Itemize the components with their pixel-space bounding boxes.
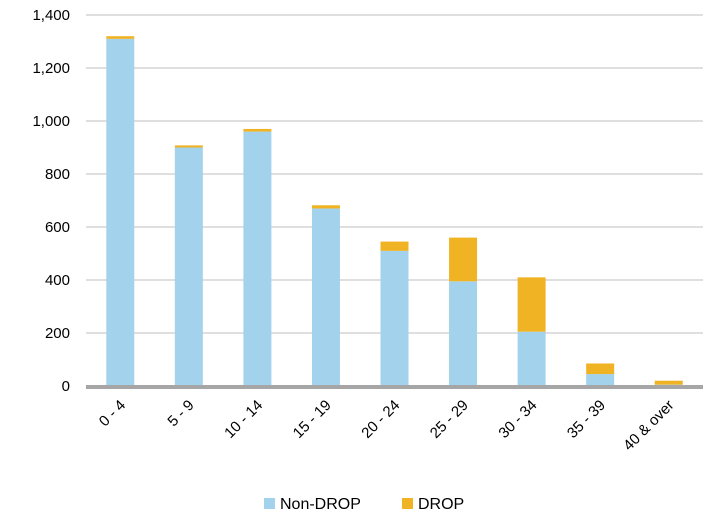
bar-non-drop [311, 208, 340, 386]
x-tick-label: 15 - 19 [290, 397, 335, 442]
bar-drop [517, 277, 546, 332]
y-tick-label: 1,400 [32, 7, 70, 24]
x-tick-label: 0 - 4 [96, 397, 129, 430]
bar-non-drop [449, 281, 478, 386]
y-tick-label: 0 [62, 378, 70, 395]
y-tick-label: 600 [45, 219, 70, 236]
y-tick-label: 200 [45, 325, 70, 342]
x-tick-label: 5 - 9 [164, 397, 197, 430]
y-tick-label: 400 [45, 272, 70, 289]
bar-non-drop [174, 147, 203, 386]
x-tick-label: 10 - 14 [221, 397, 266, 442]
x-tick-label: 30 - 34 [495, 397, 540, 442]
x-tick-label: 20 - 24 [358, 397, 403, 442]
bar-non-drop [106, 38, 135, 386]
x-tick-label: 25 - 29 [427, 397, 472, 442]
y-tick-label: 1,000 [32, 113, 70, 130]
legend-swatch [264, 498, 275, 509]
x-tick-label: 35 - 39 [564, 397, 609, 442]
bars [106, 36, 683, 386]
legend-swatch [402, 498, 413, 509]
legend: Non-DROP DROP [264, 496, 464, 513]
x-axis-line [86, 385, 703, 389]
bar-non-drop [380, 250, 409, 386]
legend-label: Non-DROP [280, 496, 361, 513]
bar-drop [449, 237, 478, 282]
x-tick-label: 40 & over [620, 397, 677, 454]
bar-drop [174, 145, 203, 148]
legend-label: DROP [418, 496, 464, 513]
bar-drop [106, 36, 135, 39]
bar-drop [311, 205, 340, 209]
y-tick-label: 800 [45, 166, 70, 183]
bar-drop [380, 241, 409, 251]
bar-drop [654, 380, 683, 385]
bar-drop [586, 363, 615, 375]
bar-drop [243, 128, 272, 132]
bar-non-drop [586, 374, 615, 386]
bar-non-drop [517, 331, 546, 386]
y-tick-label: 1,200 [32, 60, 70, 77]
bar-non-drop [243, 131, 272, 386]
